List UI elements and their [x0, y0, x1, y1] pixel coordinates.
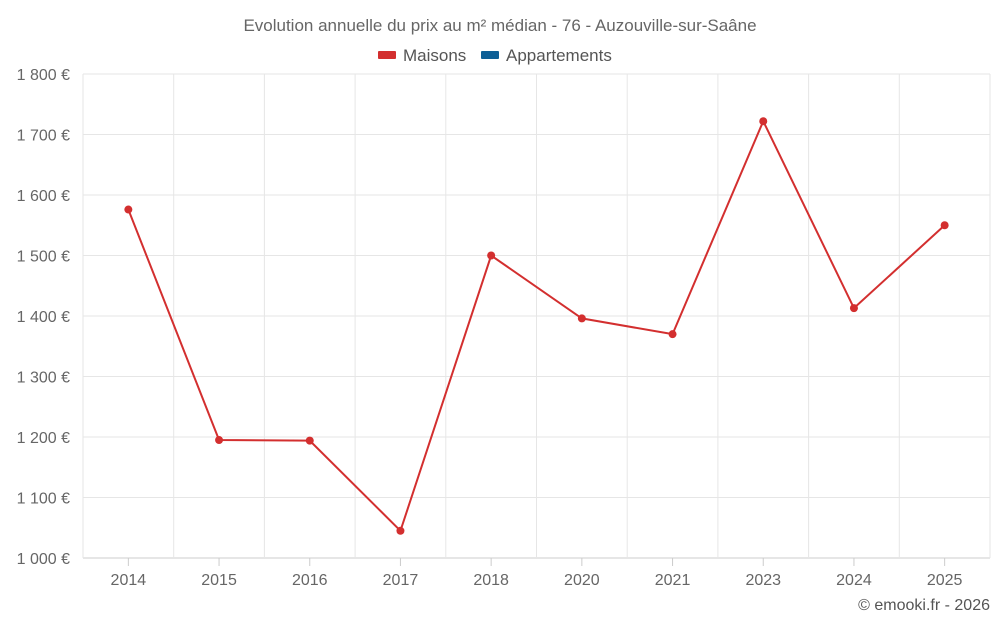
legend-swatch-maisons [378, 51, 396, 59]
data-point[interactable] [305, 436, 314, 445]
y-axis-ticks: 1 000 € 1 100 € 1 200 € 1 300 € 1 400 € 1 500… [17, 67, 70, 568]
x-tick-label: 2016 [292, 572, 328, 589]
legend-swatch-appartements [481, 51, 499, 59]
series-line-maisons [127, 118, 946, 533]
data-point[interactable] [577, 314, 586, 323]
y-tick-label: 1 200 € [17, 430, 70, 447]
x-tick-label: 2014 [111, 572, 147, 589]
data-point[interactable] [940, 221, 949, 230]
y-tick-label: 1 700 € [17, 128, 70, 145]
y-tick-label: 1 100 € [17, 491, 70, 508]
y-tick-label: 1 400 € [17, 309, 70, 326]
data-point[interactable] [215, 436, 224, 445]
chart-title: Evolution annuelle du prix au m² médian … [243, 16, 756, 35]
legend-label-appartements: Appartements [506, 46, 612, 65]
x-tick-label: 2024 [836, 572, 872, 589]
y-tick-label: 1 300 € [17, 370, 70, 387]
series-maisons [124, 117, 949, 535]
legend: Maisons Appartements [378, 46, 612, 65]
data-point[interactable] [849, 304, 858, 313]
data-point[interactable] [396, 526, 405, 535]
credit-text: © emooki.fr - 2026 [858, 597, 990, 614]
x-tick-label: 2015 [201, 572, 237, 589]
legend-label-maisons: Maisons [403, 46, 466, 65]
x-tick-label: 2021 [655, 572, 691, 589]
y-tick-label: 1 800 € [17, 67, 70, 84]
y-tick-label: 1 000 € [17, 551, 70, 568]
x-tick-label: 2020 [564, 572, 600, 589]
data-point[interactable] [487, 251, 496, 260]
legend-item-maisons[interactable]: Maisons [378, 46, 466, 65]
legend-item-appartements[interactable]: Appartements [481, 46, 612, 65]
grid-lines [82, 73, 991, 559]
y-tick-label: 1 500 € [17, 249, 70, 266]
data-point[interactable] [668, 330, 677, 339]
x-tick-label: 2023 [745, 572, 781, 589]
data-point[interactable] [124, 205, 133, 214]
x-tick-label: 2025 [927, 572, 963, 589]
y-tick-label: 1 600 € [17, 188, 70, 205]
x-axis-ticks: 2014 2015 2016 2017 2018 2020 2021 2023 2024 2025 [111, 558, 963, 589]
x-tick-label: 2017 [383, 572, 419, 589]
x-tick-label: 2018 [473, 572, 509, 589]
data-point[interactable] [759, 117, 768, 126]
